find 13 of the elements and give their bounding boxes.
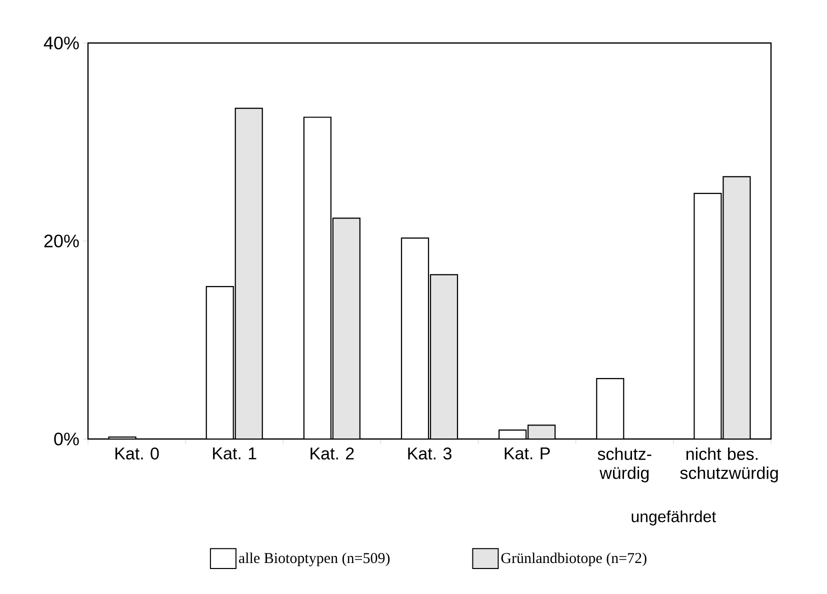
x-tick-label: Kat. 0 — [115, 448, 159, 460]
y-tick-label: 40% — [44, 36, 79, 50]
x-tick-label: Kat. 3 — [408, 448, 452, 460]
legend-label: Grünlandbiotope (n=72) — [501, 552, 646, 566]
x-tick-label: schutz-würdig — [598, 448, 652, 482]
y-tick-label: 20% — [44, 234, 79, 248]
y-tick-label: 0% — [54, 432, 79, 446]
text: ungefährdet — [632, 510, 716, 526]
legend-label: alle Biotoptypen (n=509) — [238, 552, 390, 566]
x-tick-label: Kat. 2 — [310, 448, 354, 460]
x-tick-label: Kat. 1 — [213, 448, 256, 460]
x-tick-label: Kat. P — [504, 448, 550, 460]
x-tick-label: nicht bes. schutzwürdig — [680, 448, 778, 482]
